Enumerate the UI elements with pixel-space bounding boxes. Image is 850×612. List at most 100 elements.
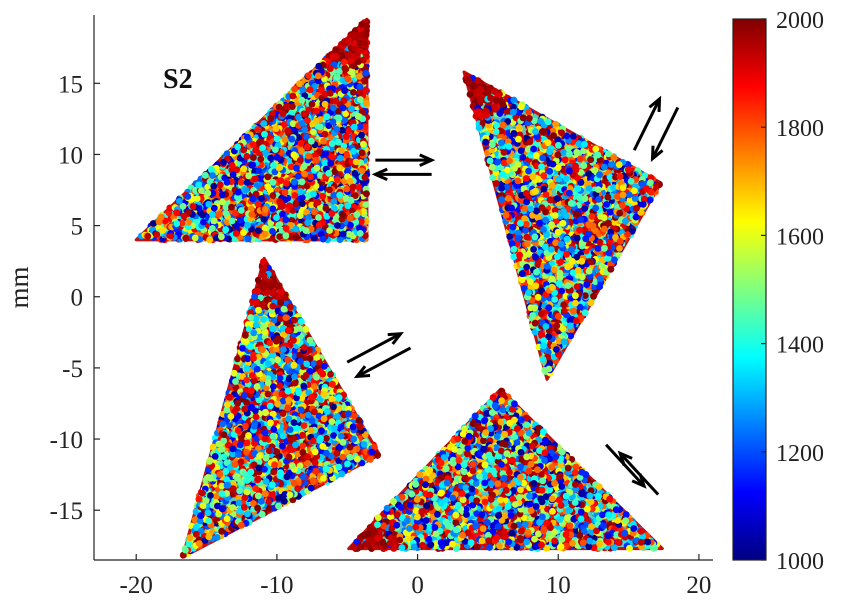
data-point [282,232,290,240]
data-point [284,127,292,134]
data-point [321,100,329,108]
data-point [355,73,363,80]
data-point [319,192,327,200]
data-point [315,62,323,70]
data-point [281,136,289,144]
data-point [182,234,190,242]
data-point [270,162,277,169]
data-point [248,211,256,218]
data-point [347,221,354,229]
data-point [222,210,230,217]
data-point [356,83,364,91]
data-point [300,163,308,170]
data-point [155,218,163,226]
data-point [296,212,304,220]
data-point [242,186,250,194]
data-point [326,89,334,97]
data-point [322,204,330,212]
data-point [297,156,304,164]
data-point [293,233,300,241]
data-point [350,147,357,155]
data-point [208,166,215,174]
data-point [254,126,262,133]
data-point [358,21,366,28]
data-point [282,216,290,224]
data-point [315,221,323,229]
data-point [296,80,303,88]
data-point [262,149,270,157]
data-point [223,179,231,186]
data-point [332,52,340,60]
data-point [354,112,362,120]
data-point [204,189,212,197]
data-point [356,47,363,55]
data-point [360,140,367,148]
data-point [282,225,290,232]
data-point [175,197,183,205]
triangle-1 [134,17,371,244]
data-point [240,165,248,173]
data-point [330,198,338,206]
data-point [199,211,207,219]
data-point [328,140,336,148]
data-point [336,191,344,199]
data-point [330,104,337,112]
data-point [283,180,290,187]
data-point [193,195,201,202]
data-point [343,185,351,193]
data-point [264,173,272,181]
data-point [289,92,297,100]
data-point [195,181,203,189]
data-point [269,205,277,213]
data-point [357,32,365,39]
data-point [307,137,315,145]
data-point [356,230,364,237]
data-point [210,217,218,225]
data-point [273,135,281,143]
data-point [209,225,216,232]
data-point [320,137,327,145]
data-point [338,147,346,155]
data-point [229,171,237,179]
data-point [348,105,355,113]
data-point [285,202,293,210]
data-point [273,214,280,222]
data-point [269,192,277,199]
data-point [272,125,280,132]
data-point [312,156,320,164]
data-point [310,208,318,216]
data-point [283,102,291,110]
data-point [261,230,269,238]
data-point [297,188,304,196]
data-point [167,232,175,240]
data-point [234,143,242,151]
data-point [297,140,305,147]
data-point [272,146,279,154]
data-point [347,196,355,204]
data-point [290,151,298,159]
data-point [243,179,251,186]
data-point [210,204,218,212]
data-point [180,212,188,220]
data-point [344,51,352,59]
data-point [322,150,329,158]
data-point [205,200,213,208]
data-point [276,198,284,206]
data-point [313,107,320,115]
data-point [363,53,370,60]
triangle-2 [462,70,663,381]
data-point [311,234,318,242]
data-point [358,131,365,139]
data-point [173,209,181,217]
data-point [173,220,181,228]
data-point [202,171,209,179]
data-point [300,110,308,118]
data-point [339,104,347,112]
data-point [298,194,306,202]
data-point [342,65,350,73]
data-point [159,226,167,234]
data-point [315,214,322,221]
data-point [328,153,336,161]
data-point [219,191,226,199]
